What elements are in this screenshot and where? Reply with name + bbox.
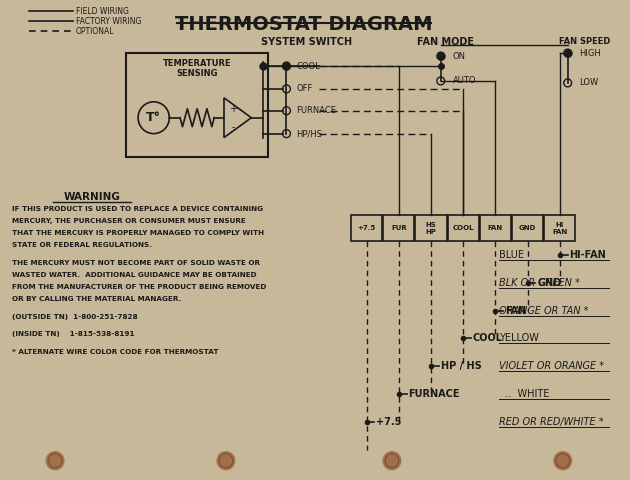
Text: GND: GND [537, 278, 561, 288]
Bar [512, 215, 543, 241]
Circle shape [46, 452, 64, 469]
Text: THAT THE MERCURY IS PROPERLY MANAGED TO COMPLY WITH: THAT THE MERCURY IS PROPERLY MANAGED TO … [12, 230, 264, 236]
Text: HP/HS: HP/HS [296, 129, 323, 138]
Text: FROM THE MANUFACTURER OF THE PRODUCT BEING REMOVED: FROM THE MANUFACTURER OF THE PRODUCT BEI… [12, 284, 266, 290]
Text: ORANGE OR TAN *: ORANGE OR TAN * [500, 306, 589, 315]
Text: THERMOSTAT DIAGRAM: THERMOSTAT DIAGRAM [175, 15, 433, 34]
Circle shape [217, 452, 235, 469]
Circle shape [383, 452, 401, 469]
Text: FAN MODE: FAN MODE [417, 37, 474, 47]
Text: (OUTSIDE TN)  1-800-251-7828: (OUTSIDE TN) 1-800-251-7828 [12, 313, 138, 320]
Text: +: + [229, 104, 237, 114]
Text: HI
FAN: HI FAN [553, 222, 568, 235]
Text: +7.5: +7.5 [376, 417, 402, 427]
Text: ON: ON [452, 51, 466, 60]
Text: FACTORY WIRING: FACTORY WIRING [76, 17, 141, 26]
Text: HIGH: HIGH [580, 48, 601, 58]
Text: WARNING: WARNING [64, 192, 120, 202]
Bar [351, 215, 382, 241]
Text: COOL: COOL [296, 61, 320, 71]
Text: MERCURY, THE PURCHASER OR CONSUMER MUST ENSURE: MERCURY, THE PURCHASER OR CONSUMER MUST … [12, 218, 246, 224]
Text: GND: GND [519, 225, 536, 231]
Text: HP / HS: HP / HS [441, 361, 481, 371]
Text: FIELD WIRING: FIELD WIRING [76, 7, 129, 16]
Text: FAN: FAN [488, 225, 503, 231]
Text: COOL: COOL [473, 334, 503, 343]
Text: YELLOW: YELLOW [500, 334, 539, 343]
Circle shape [554, 452, 571, 469]
Text: OR BY CALLING THE MATERIAL MANAGER.: OR BY CALLING THE MATERIAL MANAGER. [12, 296, 181, 301]
Text: ..  WHITE: .. WHITE [500, 389, 550, 399]
Text: HI-FAN: HI-FAN [570, 250, 606, 260]
Text: STATE OR FEDERAL REGULATIONS.: STATE OR FEDERAL REGULATIONS. [12, 242, 152, 248]
Text: BLUE: BLUE [500, 250, 524, 260]
Text: RED OR RED/WHITE *: RED OR RED/WHITE * [500, 417, 604, 427]
Text: -: - [231, 121, 234, 132]
Text: (INSIDE TN)    1-815-538-8191: (INSIDE TN) 1-815-538-8191 [12, 332, 135, 337]
Bar [544, 215, 575, 241]
Bar [447, 215, 479, 241]
Text: FURNACE: FURNACE [408, 389, 460, 399]
Text: COOL: COOL [452, 225, 474, 231]
Text: SYSTEM SWITCH: SYSTEM SWITCH [261, 37, 353, 47]
Text: OPTIONAL: OPTIONAL [76, 27, 114, 36]
Text: HS
HP: HS HP [425, 222, 437, 235]
Text: TEMPERATURE
SENSING: TEMPERATURE SENSING [163, 59, 231, 78]
Text: FUR: FUR [391, 225, 406, 231]
Text: LOW: LOW [580, 78, 598, 87]
Text: * ALTERNATE WIRE COLOR CODE FOR THERMOSTAT: * ALTERNATE WIRE COLOR CODE FOR THERMOST… [12, 349, 219, 355]
Text: THE MERCURY MUST NOT BECOME PART OF SOLID WASTE OR: THE MERCURY MUST NOT BECOME PART OF SOLI… [12, 260, 260, 266]
Text: FAN: FAN [505, 306, 526, 315]
Text: FURNACE: FURNACE [296, 106, 336, 115]
Text: OFF: OFF [296, 84, 312, 94]
Text: WASTED WATER.  ADDITIONAL GUIDANCE MAY BE OBTAINED: WASTED WATER. ADDITIONAL GUIDANCE MAY BE… [12, 272, 257, 278]
Text: +7.5: +7.5 [357, 225, 375, 231]
Bar [127, 53, 268, 157]
Text: T°: T° [146, 111, 161, 124]
Text: IF THIS PRODUCT IS USED TO REPLACE A DEVICE CONTAINING: IF THIS PRODUCT IS USED TO REPLACE A DEV… [12, 206, 263, 212]
Text: FAN SPEED: FAN SPEED [559, 37, 610, 46]
Text: AUTO: AUTO [452, 76, 476, 85]
Text: VIOLET OR ORANGE *: VIOLET OR ORANGE * [500, 361, 604, 371]
Bar [415, 215, 447, 241]
Bar [383, 215, 415, 241]
Bar [480, 215, 511, 241]
Text: BLK OR GREEN *: BLK OR GREEN * [500, 278, 580, 288]
